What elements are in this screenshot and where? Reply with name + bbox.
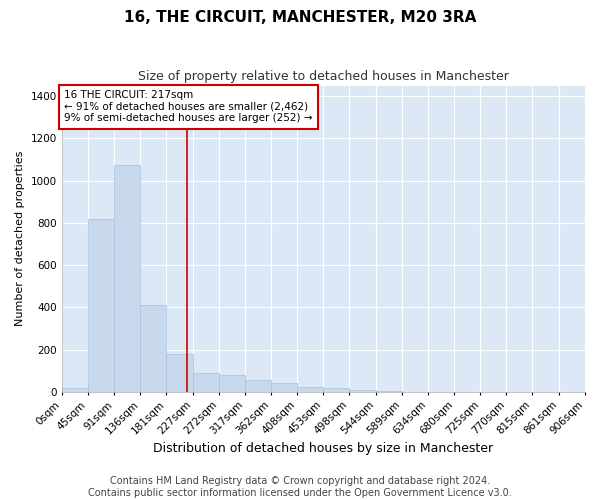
X-axis label: Distribution of detached houses by size in Manchester: Distribution of detached houses by size … xyxy=(153,442,493,455)
Bar xyxy=(166,354,193,392)
Bar xyxy=(323,388,349,392)
Bar xyxy=(114,165,140,392)
Bar xyxy=(219,375,245,392)
Bar xyxy=(88,218,114,392)
Bar xyxy=(62,388,88,392)
Bar xyxy=(140,306,166,392)
Text: 16 THE CIRCUIT: 217sqm
← 91% of detached houses are smaller (2,462)
9% of semi-d: 16 THE CIRCUIT: 217sqm ← 91% of detached… xyxy=(64,90,313,124)
Bar xyxy=(376,391,402,392)
Bar xyxy=(193,373,219,392)
Title: Size of property relative to detached houses in Manchester: Size of property relative to detached ho… xyxy=(138,70,509,83)
Bar xyxy=(271,384,298,392)
Bar xyxy=(349,390,376,392)
Text: Contains HM Land Registry data © Crown copyright and database right 2024.
Contai: Contains HM Land Registry data © Crown c… xyxy=(88,476,512,498)
Bar xyxy=(245,380,271,392)
Y-axis label: Number of detached properties: Number of detached properties xyxy=(15,151,25,326)
Bar xyxy=(298,386,323,392)
Text: 16, THE CIRCUIT, MANCHESTER, M20 3RA: 16, THE CIRCUIT, MANCHESTER, M20 3RA xyxy=(124,10,476,25)
